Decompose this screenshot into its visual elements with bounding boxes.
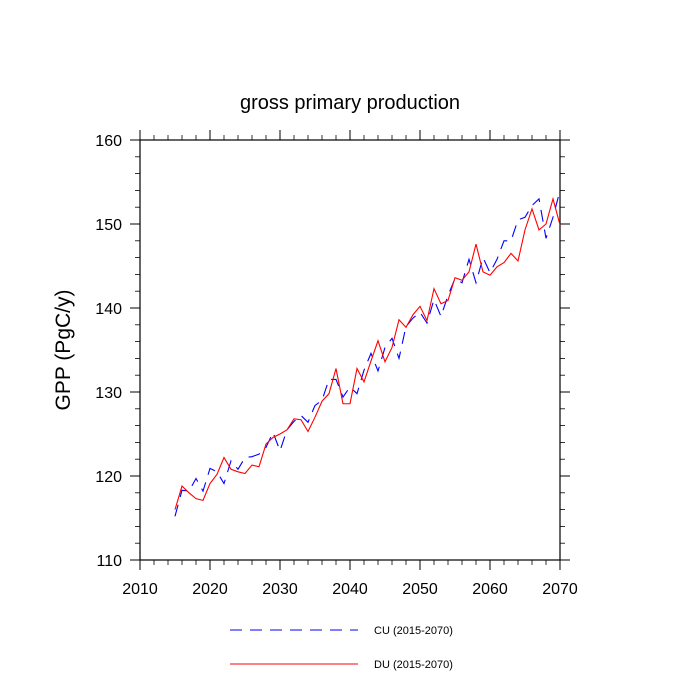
x-tick-label: 2020	[192, 581, 228, 598]
y-tick-label: 120	[95, 469, 122, 486]
legend-label-cu: CU (2015-2070)	[374, 625, 453, 637]
x-tick-label: 2070	[542, 581, 578, 598]
plot-frame	[139, 139, 561, 561]
series-lines	[174, 190, 561, 517]
legend-label-du: DU (2015-2070)	[374, 659, 453, 671]
y-tick-label: 150	[95, 217, 122, 234]
chart-title: gross primary production	[240, 92, 460, 114]
series-line-du	[174, 196, 561, 510]
x-tick-label: 2030	[262, 581, 298, 598]
y-tick-label: 110	[96, 553, 122, 570]
legend: CU (2015-2070) DU (2015-2070)	[230, 625, 453, 671]
series-line-cu	[174, 190, 561, 517]
y-axis-label: GPP (PgC/y)	[52, 290, 75, 411]
y-tick-label: 130	[95, 385, 122, 402]
x-tick-label: 2050	[402, 581, 438, 598]
axes: 2010 2020 2030 2040 2050 2060 2070 110 120 130 140…	[95, 130, 578, 598]
x-tick-label: 2010	[122, 581, 158, 598]
x-tick-label: 2040	[332, 581, 368, 598]
x-tick-label: 2060	[472, 581, 508, 598]
y-tick-label: 160	[95, 133, 122, 150]
y-tick-label: 140	[95, 301, 122, 318]
